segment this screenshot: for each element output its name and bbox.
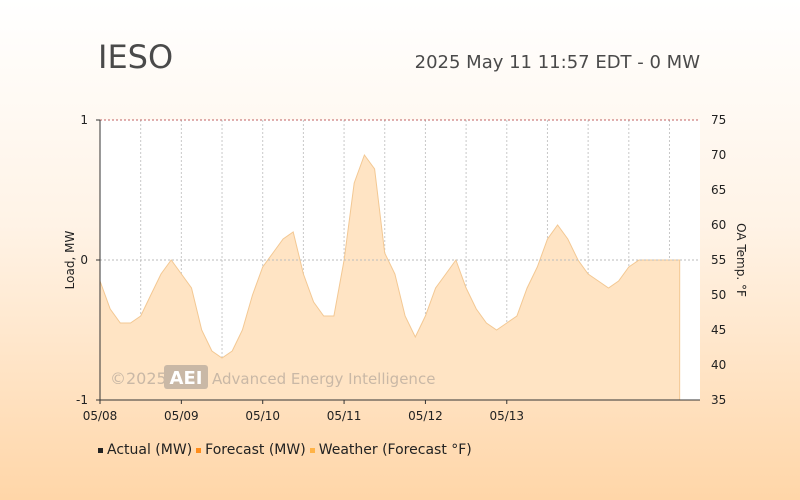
y2-tick-label: 35 (711, 393, 726, 407)
watermark-logo-box (164, 365, 208, 389)
legend-label-actual: Actual (MW) (107, 442, 193, 458)
page-title: IESO (98, 38, 174, 76)
y2-tick-label: 45 (711, 323, 726, 337)
legend-label-weather: Weather (Forecast °F) (318, 442, 472, 458)
x-tick-label: 05/10 (245, 409, 280, 423)
left-axis-ticks: -1 0 1 (76, 113, 100, 407)
watermark-company: Advanced Energy Intelligence (212, 370, 435, 388)
y2-tick-label: 70 (711, 148, 726, 162)
right-axis-ticks: 35 40 45 50 55 60 65 70 75 (711, 113, 726, 407)
x-tick-label: 05/11 (327, 409, 362, 423)
y2-tick-label: 75 (711, 113, 726, 127)
legend-label-forecast: Forecast (MW) (205, 442, 306, 458)
weather-area-layer (99, 153, 681, 401)
x-tick-label: 05/09 (164, 409, 199, 423)
y2-tick-label: 55 (711, 253, 726, 267)
legend-item-forecast[interactable]: Forecast (MW) (196, 442, 306, 458)
x-axis-ticks: 05/08 05/09 05/10 05/11 05/12 05/13 (83, 400, 524, 423)
legend-item-actual[interactable]: Actual (MW) (98, 442, 192, 458)
y-tick-label: 1 (80, 113, 88, 127)
y2-axis-label: OA Temp. °F (734, 223, 748, 297)
y2-tick-label: 60 (711, 218, 726, 232)
x-tick-label: 05/12 (408, 409, 443, 423)
watermark: ©2025 AEI Advanced Energy Intelligence (110, 365, 435, 389)
x-tick-label: 05/08 (83, 409, 118, 423)
watermark-logo: AEI (170, 368, 203, 389)
watermark-copyright: ©2025 (110, 369, 167, 388)
legend-swatch-actual (98, 447, 103, 453)
y2-tick-label: 40 (711, 358, 726, 372)
legend-item-weather[interactable]: Weather (Forecast °F) (309, 442, 472, 458)
legend-swatch-forecast (196, 447, 202, 453)
y-tick-label: 0 (80, 253, 88, 267)
status-readout: 2025 May 11 11:57 EDT - 0 MW (414, 52, 700, 73)
legend: Actual (MW) Forecast (MW) Weather (Forec… (98, 442, 472, 458)
y-axis-label: Load, MW (63, 231, 77, 290)
legend-swatch-weather (309, 447, 315, 453)
y2-tick-label: 65 (711, 183, 726, 197)
y2-tick-label: 50 (711, 288, 726, 302)
x-tick-label: 05/13 (489, 409, 524, 423)
y-tick-label: -1 (76, 393, 88, 407)
weather-area (99, 153, 681, 401)
